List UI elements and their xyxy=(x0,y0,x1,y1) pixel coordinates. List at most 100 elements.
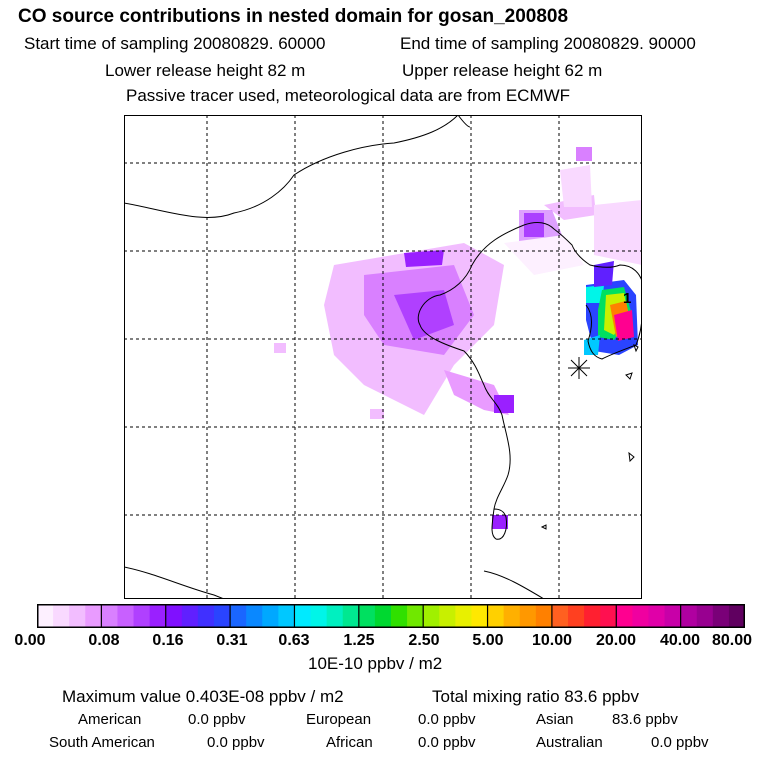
colorbar-swatch xyxy=(519,604,537,628)
region-name-american: American xyxy=(78,711,142,728)
region-value-australian: 0.0 ppbv xyxy=(651,734,709,751)
colorbar-tick-label: 1.25 xyxy=(343,632,375,649)
colorbar-swatch xyxy=(632,604,650,628)
receptor-marker-d2 xyxy=(570,359,588,377)
region-value-european: 0.0 ppbv xyxy=(418,711,476,728)
colorbar-swatch xyxy=(455,604,473,628)
plume-korea-magenta xyxy=(614,310,634,341)
plume-sea-of-japan xyxy=(594,200,642,265)
northern-border-line xyxy=(124,115,459,219)
colorbar-swatch xyxy=(374,604,392,628)
colorbar-swatch xyxy=(197,604,215,628)
colorbar-swatch xyxy=(712,604,730,628)
colorbar-swatch xyxy=(310,604,328,628)
region-name-asian: Asian xyxy=(536,711,574,728)
island-2 xyxy=(625,372,633,380)
colorbar-swatch xyxy=(664,604,682,628)
colorbar-swatch xyxy=(262,604,279,628)
region-name-australian: Australian xyxy=(536,734,603,751)
plume-yangtze-upper xyxy=(444,370,509,415)
plume-north-china-inner xyxy=(394,290,454,340)
colorbar-swatch xyxy=(358,604,376,628)
region-name-south-american: South American xyxy=(49,734,155,751)
border-top-right xyxy=(457,115,471,128)
colorbar-swatch xyxy=(471,604,489,628)
colorbar-swatch xyxy=(423,604,440,628)
plume-northeast-column xyxy=(560,165,592,207)
colorbar-swatch xyxy=(117,604,135,628)
colorbar-tick-label: 80.00 xyxy=(711,632,753,649)
concentration-field xyxy=(274,147,642,529)
end-time-label: End time of sampling 20080829. 90000 xyxy=(400,34,696,53)
colorbar-swatch xyxy=(133,604,151,628)
colorbar-tick-label: 2.50 xyxy=(408,632,440,649)
region-value-american: 0.0 ppbv xyxy=(188,711,246,728)
plume-korea-cyan xyxy=(586,285,604,303)
coastlines xyxy=(124,115,642,599)
colorbar-swatch xyxy=(584,604,601,628)
upper-release-height-label: Upper release height 62 m xyxy=(402,61,603,80)
colorbar-swatch xyxy=(391,604,408,628)
maximum-value-label: Maximum value 0.403E-08 ppbv / m2 xyxy=(62,687,344,706)
plume-central-spot xyxy=(370,409,384,419)
colorbar-tick-label: 20.00 xyxy=(595,632,637,649)
plume-west-spot xyxy=(274,343,286,353)
colorbar-tick-label: 5.00 xyxy=(472,632,504,649)
taiwan-outline xyxy=(491,508,507,540)
colorbar-swatch xyxy=(407,604,424,628)
colorbar-tick-label: 0.31 xyxy=(216,632,248,649)
colorbar-units-label: 10E-10 ppbv / m2 xyxy=(308,654,443,673)
colorbar-swatch xyxy=(568,604,585,628)
region-name-european: European xyxy=(306,711,372,728)
colorbar-swatch xyxy=(101,604,119,628)
tracer-note-label: Passive tracer used, meteorological data… xyxy=(126,86,571,105)
plume-manchuria-halo xyxy=(519,210,564,245)
region-value-african: 0.0 ppbv xyxy=(418,734,476,751)
southwest-border-line xyxy=(124,566,225,599)
island-3 xyxy=(633,344,639,353)
island-4 xyxy=(540,524,547,530)
colorbar-swatch xyxy=(342,604,360,628)
colorbar-tick-label: 10.00 xyxy=(531,632,573,649)
colorbar-swatch xyxy=(326,604,344,628)
colorbar-swatch xyxy=(648,604,666,628)
plume-taiwan xyxy=(492,515,508,529)
colorbar-swatch xyxy=(535,604,553,628)
korea-coastline xyxy=(585,304,642,360)
colorbar-swatch xyxy=(69,604,86,628)
colorbar-swatch xyxy=(37,604,54,628)
colorbar-swatch xyxy=(487,604,505,628)
receptor-marker xyxy=(568,357,590,379)
colorbar-tick-label: 40.00 xyxy=(659,632,701,649)
china-coastline xyxy=(417,224,525,510)
island-1 xyxy=(628,451,635,463)
colorbar-swatch xyxy=(278,604,296,628)
start-time-label: Start time of sampling 20080829. 60000 xyxy=(24,34,326,53)
colorbar-tick-label: 0.00 xyxy=(14,632,46,649)
korea-china-border xyxy=(523,221,642,282)
colorbar-swatch xyxy=(165,604,183,628)
plume-korea-north-core xyxy=(594,261,614,287)
total-mixing-ratio-label: Total mixing ratio 83.6 ppbv xyxy=(432,687,639,706)
map-title: CO source contributions in nested domain… xyxy=(18,6,569,27)
colorbar-swatch xyxy=(85,604,102,628)
colorbar-swatch xyxy=(214,604,231,628)
colorbar-swatch xyxy=(680,604,698,628)
region-name-african: African xyxy=(326,734,373,751)
region-value-south-american: 0.0 ppbv xyxy=(207,734,265,751)
colorbar-swatch xyxy=(181,604,199,628)
lower-release-height-label: Lower release height 82 m xyxy=(105,61,306,80)
colorbar-swatch xyxy=(246,604,263,628)
colorbar-frame xyxy=(37,604,745,628)
colorbar-tick-label: 0.63 xyxy=(278,632,310,649)
colorbar-tick-label: 0.16 xyxy=(152,632,184,649)
site-label: 1 xyxy=(623,290,631,307)
plume-shanghai xyxy=(494,395,514,413)
colorbar-swatch xyxy=(294,604,312,628)
colorbar-tick-label: 0.08 xyxy=(88,632,120,649)
colorbar-swatch xyxy=(551,604,569,628)
colorbar-swatch xyxy=(696,604,714,628)
plume-northeast-spot xyxy=(576,147,592,161)
colorbar-swatch xyxy=(149,604,167,628)
map-frame xyxy=(124,115,642,599)
